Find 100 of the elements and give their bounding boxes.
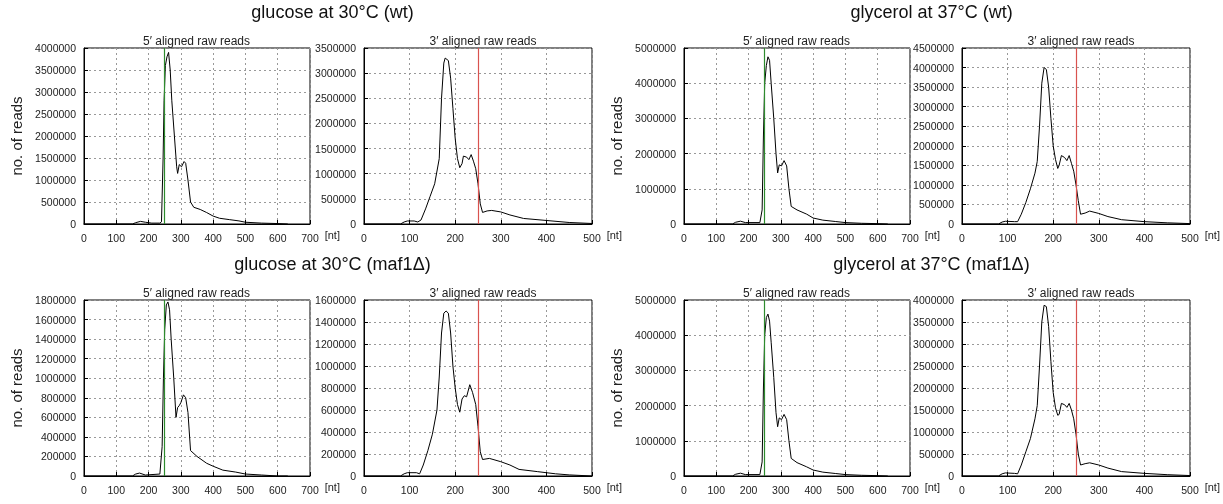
y-tick-label: 2000000 (913, 139, 955, 152)
chart-subtitle: 5′ aligned raw reads (143, 286, 250, 300)
y-tick-label: 3000000 (913, 100, 955, 113)
y-tick-label: 2500000 (35, 108, 77, 120)
y-axis-title: no. of reads (608, 96, 625, 176)
x-tick-label: 600 (868, 231, 887, 244)
x-tick-label: 200 (1044, 483, 1063, 496)
chart-title: glucose at 30°C (maf1Δ) (233, 254, 432, 275)
y-tick-label: 3500000 (913, 316, 955, 328)
y-tick-label: 200000 (40, 450, 77, 463)
y-tick-label: 1400000 (35, 333, 77, 346)
x-tick-label: 300 (772, 231, 790, 244)
x-tick-label: 500 (236, 231, 255, 244)
y-tick-label: 1000000 (315, 360, 357, 372)
x-tick-label: 0 (681, 483, 688, 496)
y-tick-label: 3000000 (913, 338, 955, 350)
y-tick-label: 3000000 (635, 112, 677, 125)
y-tick-label: 5000000 (635, 42, 677, 54)
y-tick-label: 3000000 (635, 364, 677, 377)
y-axis-title: no. of reads (8, 96, 25, 176)
x-tick-label: 500 (236, 483, 255, 496)
x-tick-label: 100 (107, 231, 126, 244)
y-tick-label: 0 (70, 218, 77, 230)
x-tick-label: 200 (139, 483, 158, 496)
chart-subtitle: 5′ aligned raw reads (143, 34, 250, 48)
y-tick-label: 2500000 (913, 360, 955, 372)
x-tick-label: 400 (204, 483, 223, 496)
x-tick-label: 500 (836, 231, 855, 244)
x-tick-label: 200 (739, 231, 758, 244)
x-tick-label: 0 (959, 483, 966, 496)
x-tick-label: 700 (901, 483, 919, 496)
chart-subtitle: 3′ aligned raw reads (429, 286, 537, 300)
y-tick-label: 1500000 (913, 159, 955, 172)
x-axis-title: [nt] (606, 228, 622, 241)
x-tick-label: 600 (868, 483, 887, 496)
x-tick-label: 300 (1090, 483, 1108, 496)
y-tick-label: 3500000 (35, 64, 77, 76)
y-tick-label: 3500000 (315, 42, 357, 54)
x-tick-label: 100 (107, 483, 126, 496)
x-tick-label: 500 (836, 483, 855, 496)
y-tick-label: 4000000 (913, 294, 955, 306)
y-tick-label: 1000000 (35, 174, 77, 186)
x-tick-label: 0 (361, 483, 368, 496)
x-tick-label: 700 (301, 483, 319, 496)
y-tick-label: 1000000 (913, 178, 955, 191)
chart-title: glycerol at 37°C (maf1Δ) (832, 254, 1031, 275)
x-tick-label: 0 (959, 231, 966, 244)
x-tick-label: 100 (400, 483, 419, 496)
x-tick-label: 100 (707, 483, 726, 496)
y-tick-label: 1500000 (913, 404, 955, 416)
x-axis-title: [nt] (924, 480, 940, 493)
y-tick-label: 500000 (918, 198, 955, 211)
x-axis-title: [nt] (324, 228, 340, 241)
y-tick-label: 500000 (320, 192, 357, 205)
x-tick-label: 200 (139, 231, 158, 244)
x-tick-label: 300 (492, 231, 510, 244)
y-tick-label: 800000 (320, 382, 357, 394)
x-axis-title: [nt] (1204, 228, 1220, 241)
x-tick-label: 300 (492, 483, 510, 496)
x-tick-label: 200 (446, 483, 465, 496)
y-tick-label: 400000 (320, 426, 357, 438)
x-tick-label: 200 (1044, 231, 1063, 244)
y-tick-label: 4000000 (635, 329, 677, 342)
y-tick-label: 2000000 (35, 130, 77, 142)
x-tick-label: 0 (361, 231, 368, 244)
y-tick-label: 500000 (40, 196, 77, 208)
x-axis-title: [nt] (324, 480, 340, 493)
y-tick-label: 1200000 (315, 338, 357, 350)
y-tick-label: 1000000 (913, 426, 955, 438)
x-tick-label: 700 (901, 231, 919, 244)
y-tick-label: 1500000 (315, 142, 357, 155)
y-tick-label: 0 (350, 218, 357, 230)
x-tick-label: 0 (681, 231, 688, 244)
y-tick-label: 2000000 (635, 399, 677, 412)
x-tick-label: 500 (1181, 231, 1199, 244)
y-tick-label: 3000000 (315, 67, 357, 80)
y-tick-label: 600000 (40, 411, 77, 424)
y-tick-label: 2000000 (315, 117, 357, 130)
y-tick-label: 2000000 (635, 147, 677, 160)
x-tick-label: 200 (739, 483, 758, 496)
x-tick-label: 400 (1135, 231, 1154, 244)
x-tick-label: 200 (446, 231, 465, 244)
x-tick-label: 400 (804, 231, 823, 244)
x-tick-label: 600 (268, 231, 287, 244)
x-tick-label: 0 (81, 231, 88, 244)
x-tick-label: 400 (1135, 483, 1154, 496)
y-tick-label: 1600000 (315, 294, 357, 306)
x-tick-label: 300 (1090, 231, 1108, 244)
y-axis-title: no. of reads (8, 348, 25, 428)
y-tick-label: 0 (670, 218, 677, 230)
x-tick-label: 600 (268, 483, 287, 496)
y-tick-label: 1000000 (635, 434, 677, 447)
chart-title: glycerol at 37°C (wt) (849, 2, 1014, 23)
chart-subtitle: 3′ aligned raw reads (429, 34, 537, 48)
y-tick-label: 0 (350, 470, 357, 482)
y-tick-label: 2500000 (913, 120, 955, 133)
y-tick-label: 1400000 (315, 316, 357, 328)
y-tick-label: 1500000 (35, 152, 77, 164)
x-tick-label: 100 (400, 231, 419, 244)
x-tick-label: 100 (707, 231, 726, 244)
